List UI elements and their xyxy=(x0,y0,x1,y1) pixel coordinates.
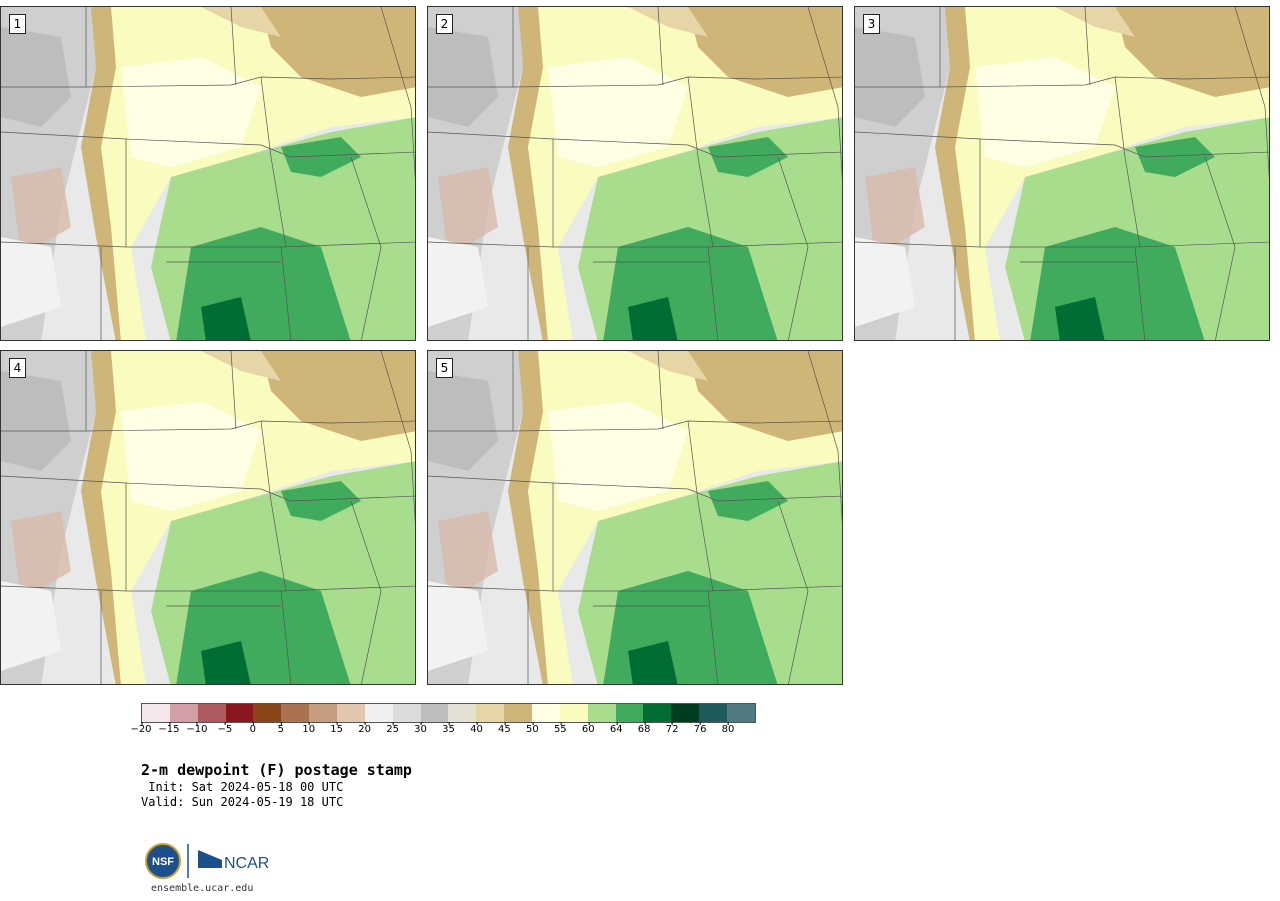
map-image xyxy=(1,7,415,340)
colorbar-tick-label: 0 xyxy=(249,722,256,735)
panel-label: 1 xyxy=(9,14,26,34)
map-image xyxy=(428,351,842,684)
colorbar-swatch-1 xyxy=(169,704,198,722)
plot-title: 2-m dewpoint (F) postage stamp xyxy=(141,761,412,779)
colorbar-tick-label: 72 xyxy=(665,722,679,735)
colorbar-swatch-18 xyxy=(643,704,672,722)
colorbar-swatch-9 xyxy=(392,704,421,722)
colorbar-tick-label: 15 xyxy=(330,722,344,735)
map-image xyxy=(1,351,415,684)
colorbar-tick-label: 60 xyxy=(581,722,595,735)
colorbar-tick-label: 68 xyxy=(637,722,651,735)
map-image xyxy=(428,7,842,340)
colorbar-swatch-19 xyxy=(671,704,700,722)
colorbar-swatch-13 xyxy=(504,704,533,722)
colorbar-swatch-11 xyxy=(448,704,477,722)
colorbar-tick-label: 45 xyxy=(498,722,511,735)
map-panel-5: 5 xyxy=(427,350,843,685)
colorbar-swatch-10 xyxy=(420,704,449,722)
colorbar-tick-label: 30 xyxy=(414,722,427,735)
colorbar-swatch-5 xyxy=(281,704,310,722)
colorbar-swatch-2 xyxy=(197,704,226,722)
colorbar-ticks: −20 −15 −10 −5 0 5 10 15 20 25 30 35 40 45 50 55 60 64 68 7… xyxy=(130,722,756,744)
colorbar-tick-label: 35 xyxy=(442,722,455,735)
colorbar-swatch-12 xyxy=(476,704,505,722)
colorbar-swatch-16 xyxy=(587,704,616,722)
colorbar-swatch-21 xyxy=(727,704,755,722)
colorbar-swatch-20 xyxy=(699,704,728,722)
colorbar-tick-label: 76 xyxy=(693,722,707,735)
colorbar-tick-label: −15 xyxy=(158,722,180,735)
colorbar-tick-label: 5 xyxy=(277,722,284,735)
panel-label: 5 xyxy=(436,358,453,378)
nsf-logo: NSF xyxy=(152,856,174,868)
colorbar-tick-label: 55 xyxy=(553,722,567,735)
init-time: Init: Sat 2024-05-18 00 UTC xyxy=(141,780,344,794)
colorbar-tick-label: 10 xyxy=(302,722,316,735)
colorbar-swatch-8 xyxy=(364,704,393,722)
panel-label: 3 xyxy=(863,14,880,34)
colorbar-swatch-17 xyxy=(615,704,644,722)
colorbar-tick-label: −5 xyxy=(217,722,233,735)
colorbar-tick-label: −20 xyxy=(130,722,152,735)
map-panel-2: 2 xyxy=(427,6,843,341)
colorbar xyxy=(141,703,756,723)
map-panel-1: 1 xyxy=(0,6,416,341)
colorbar-tick-label: 64 xyxy=(609,722,623,735)
panel-label: 2 xyxy=(436,14,453,34)
colorbar-tick-label: 25 xyxy=(386,722,399,735)
colorbar-tick-label: 40 xyxy=(470,722,483,735)
colorbar-swatch-6 xyxy=(309,704,338,722)
credit-url: ensemble.ucar.edu xyxy=(151,883,254,894)
map-image xyxy=(855,7,1269,340)
logos: NSF NCAR xyxy=(144,842,274,880)
colorbar-swatch-7 xyxy=(337,704,365,722)
colorbar-tick-label: −10 xyxy=(186,722,208,735)
colorbar-tick-label: 50 xyxy=(525,722,539,735)
map-panel-3: 3 xyxy=(854,6,1270,341)
colorbar-swatch-3 xyxy=(225,704,254,722)
map-panel-4: 4 xyxy=(0,350,416,685)
colorbar-swatch-4 xyxy=(253,704,282,722)
colorbar-tick-label: 80 xyxy=(721,722,735,735)
colorbar-swatch-15 xyxy=(559,704,588,722)
valid-time: Valid: Sun 2024-05-19 18 UTC xyxy=(141,795,344,809)
colorbar-swatch-0 xyxy=(142,704,170,722)
panel-label: 4 xyxy=(9,358,26,378)
colorbar-tick-label: 20 xyxy=(358,722,371,735)
nsf-ncar-logo: NSF NCAR xyxy=(145,843,269,879)
colorbar-swatch-14 xyxy=(532,704,560,722)
ncar-logo: NCAR xyxy=(224,855,269,872)
